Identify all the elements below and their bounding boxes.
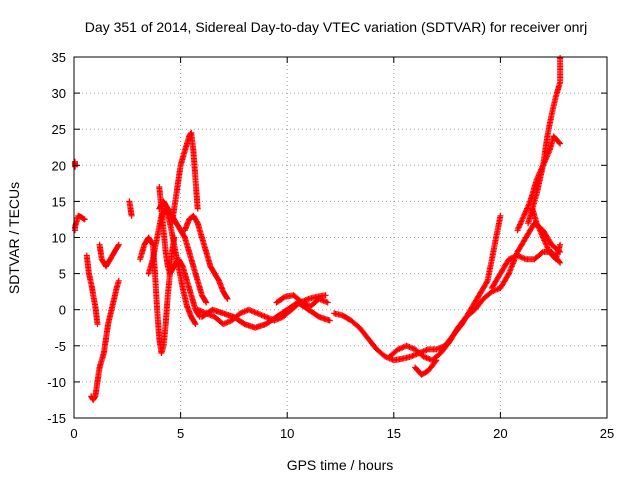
point-markers (137, 234, 178, 356)
y-tick-label: -10 (47, 375, 66, 390)
y-axis-ticks: -15 -10 -5 0 5 10 15 20 25 30 35 (47, 50, 607, 426)
x-tick-label: 25 (600, 426, 614, 441)
point-markers (96, 241, 122, 270)
series-t17 (386, 220, 564, 364)
series-t22 (529, 205, 564, 263)
point-markers (198, 299, 333, 331)
x-tick-label: 20 (493, 426, 507, 441)
series-t10 (156, 184, 203, 320)
y-tick-label: 30 (52, 86, 66, 101)
point-markers (126, 198, 135, 219)
point-markers (88, 277, 122, 403)
series-t7 (137, 234, 178, 356)
series-t2 (72, 158, 79, 170)
point-markers (83, 252, 101, 328)
x-axis-ticks: 0 5 10 15 20 25 (70, 57, 614, 441)
point-markers (181, 212, 231, 302)
series-t16 (331, 212, 504, 364)
data-points (72, 55, 564, 403)
y-tick-label: -5 (54, 339, 66, 354)
grid-lines (74, 57, 607, 418)
point-markers (386, 220, 564, 364)
point-markers (72, 212, 88, 234)
y-axis-label: SDTVAR / TECUs (6, 182, 22, 294)
y-tick-label: 0 (59, 303, 66, 318)
x-tick-label: 0 (70, 426, 77, 441)
y-tick-label: -15 (47, 411, 66, 426)
point-markers (169, 129, 201, 227)
series-t14 (198, 299, 333, 331)
point-markers (331, 212, 504, 364)
x-tick-label: 15 (387, 426, 401, 441)
y-tick-label: 15 (52, 194, 66, 209)
series-t5 (96, 241, 122, 270)
point-markers (156, 184, 203, 320)
y-tick-label: 25 (52, 122, 66, 137)
series-t15 (273, 292, 331, 310)
point-markers (525, 55, 564, 227)
x-tick-label: 5 (177, 426, 184, 441)
y-tick-label: 10 (52, 231, 66, 246)
point-markers (72, 158, 79, 170)
y-tick-label: 5 (59, 267, 66, 282)
series-t18 (412, 357, 440, 378)
point-markers (412, 357, 440, 378)
series-t21 (525, 55, 564, 227)
series-t1 (72, 212, 88, 234)
series-t11 (169, 129, 201, 227)
chart-title: Day 351 of 2014, Sidereal Day-to-day VTE… (85, 19, 587, 35)
point-markers (273, 292, 331, 310)
series-t6 (126, 198, 135, 219)
y-tick-label: 20 (52, 158, 66, 173)
x-tick-label: 10 (280, 426, 294, 441)
series-t3 (83, 252, 101, 328)
series-t4 (88, 277, 122, 403)
point-markers (529, 205, 564, 263)
x-axis-label: GPS time / hours (287, 457, 394, 473)
series-t12 (181, 212, 231, 302)
y-tick-label: 35 (52, 50, 66, 65)
